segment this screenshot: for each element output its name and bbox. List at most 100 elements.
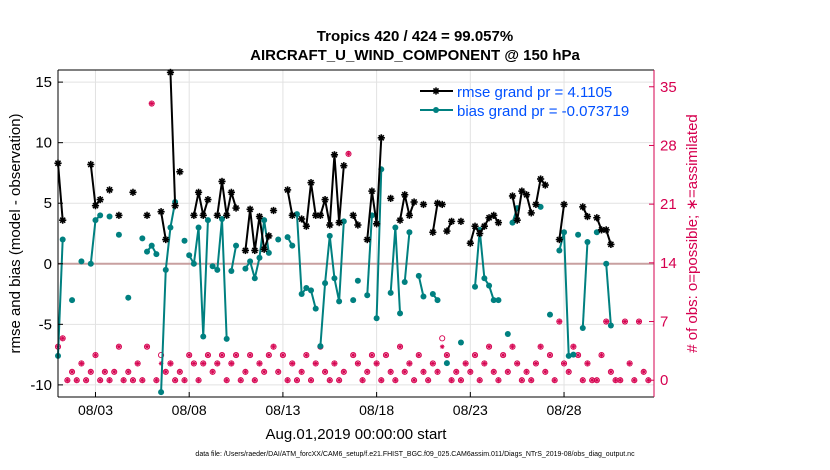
rmse-line-segment [286,189,294,216]
obs-possible-marker [312,360,319,367]
obs-possible-marker [331,360,338,367]
bias-point [490,297,497,304]
bias-point [181,237,188,244]
bias-point [401,278,408,285]
bias-point [144,248,151,255]
rmse-point [438,200,446,209]
obs-possible-marker [411,377,418,384]
obs-possible-marker [392,377,399,384]
obs-assimilated-marker [364,369,370,375]
obs-possible-marker [434,368,441,375]
rmse-point [143,211,151,219]
obs-assimilated-marker [641,369,646,375]
bias-point [481,275,488,282]
bias-point [289,242,296,249]
rmse-line-segment [160,211,167,240]
rmse-point [312,211,320,219]
x-tick-label: 08/18 [359,402,394,418]
x-axis-label: Aug.01,2019 00:00:00 start [266,426,448,443]
obs-assimilated-marker [388,369,393,375]
bias-point [265,249,272,256]
obs-assimilated-marker [425,377,431,383]
bias-point [195,224,202,231]
obs-assimilated-marker [547,352,553,358]
obs-possible-marker [523,368,530,375]
obs-assimilated-marker [233,352,239,358]
rmse-point [335,219,343,227]
y-right-tick-label: 28 [660,137,677,154]
legend: rmse grand pr = 4.1105 bias grand pr = -0… [420,84,629,120]
obs-possible-marker [373,360,380,367]
bias-point [350,297,357,304]
y-tick-label: 0 [44,256,52,273]
obs-assimilated-marker [496,377,501,383]
obs-assimilated-marker [580,377,586,383]
obs-assimilated-marker [182,377,187,383]
rmse-point [288,211,296,219]
obs-assimilated-marker [327,377,333,383]
obs-assimilated-marker [627,361,632,366]
bias-line-segment [389,227,402,314]
rmse-point [396,216,404,224]
obs-assimilated-marker [608,369,614,375]
rmse-point [190,211,198,219]
obs-assimilated-marker [566,369,572,375]
obs-assimilated-marker [533,361,539,366]
legend-rmse-label: rmse grand pr = 4.1105 [457,84,612,101]
obs-possible-marker [275,368,282,375]
x-tick-label: 08/23 [453,402,488,418]
bias-point [87,260,94,267]
bias-point [148,242,155,249]
bias-line-segment [581,241,589,329]
rmse-point [457,217,465,225]
obs-assimilated-marker [275,369,281,375]
rmse-point [91,202,100,210]
bias-point [78,258,85,265]
bias-point [312,305,319,312]
bias-point [415,272,422,279]
obs-assimilated-marker [622,319,628,324]
bias-point [331,275,338,282]
obs-possible-marker [387,368,394,375]
obs-assimilated-marker [472,352,478,358]
obs-possible-marker [579,377,586,384]
obs-possible-marker [345,150,352,157]
obs-assimilated-marker [177,369,183,375]
bias-point [204,217,211,224]
rmse-point [579,203,587,211]
bias-point [556,247,563,254]
obs-assimilated-marker [594,377,600,383]
bias-point [247,258,254,265]
obs-assimilated-marker [383,352,389,358]
rmse-point [213,211,221,219]
obs-possible-marker [565,368,572,375]
rmse-point [218,177,226,186]
bias-point [209,263,216,270]
data-file-footer: data file: /Users/raeder/DAI/ATM_forcXX/… [195,451,635,458]
obs-possible-marker [481,360,488,367]
obs-assimilated-marker [140,377,145,383]
obs-possible-marker [359,377,366,384]
obs-possible-marker [172,377,179,384]
obs-assimilated-marker [79,361,84,366]
bias-line-segment [212,218,228,339]
obs-assimilated-marker [421,369,426,375]
obs-possible-marker [340,368,347,375]
bias-line-segment [375,169,383,319]
obs-possible-marker [261,368,268,375]
bias-point [472,283,479,290]
rmse-point [377,134,385,142]
obs-assimilated-marker [60,336,65,341]
rmse-line-segment [57,163,64,221]
obs-possible-marker [415,352,422,359]
obs-possible-marker [195,377,202,384]
bias-point [293,211,300,218]
obs-possible-marker [279,352,286,359]
obs-possible-marker [176,368,183,375]
obs-assimilated-marker [561,361,567,366]
obs-possible-marker [200,360,207,367]
rmse-point [508,192,517,200]
obs-assimilated-marker [439,344,445,349]
obs-possible-marker [148,100,155,107]
bias-point [565,352,572,359]
